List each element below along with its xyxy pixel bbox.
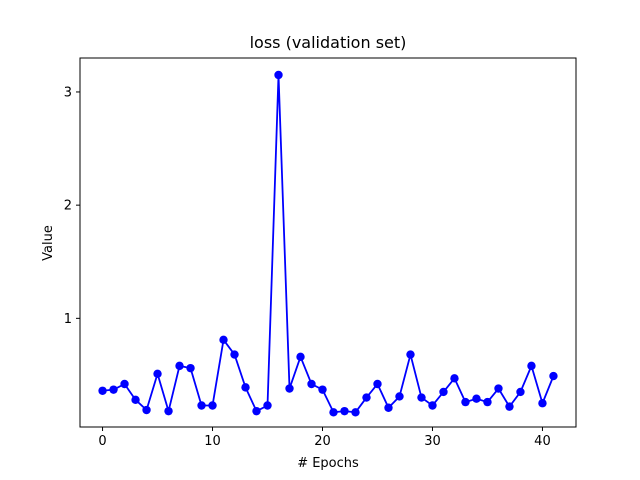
x-tick-label: 10 (204, 434, 221, 449)
data-point (263, 401, 272, 410)
data-point (516, 387, 525, 397)
data-point (318, 385, 327, 394)
x-axis-label: # Epochs (297, 456, 359, 471)
data-point (98, 386, 107, 395)
data-point (439, 387, 448, 397)
data-point (428, 401, 437, 410)
data-point (164, 406, 173, 416)
x-axis: 0 10 20 30 40 (98, 427, 551, 449)
data-point (362, 393, 371, 402)
data-point (131, 395, 140, 405)
plot-frame (79, 57, 577, 428)
data-point (296, 352, 305, 362)
x-tick-label: 40 (534, 434, 551, 449)
data-point (406, 350, 415, 359)
data-point (208, 401, 217, 410)
data-point (549, 371, 558, 381)
x-tick-label: 20 (314, 434, 331, 449)
data-point (527, 361, 536, 371)
data-point (505, 402, 514, 411)
data-point (384, 403, 393, 412)
data-point (109, 385, 118, 394)
data-point (538, 399, 547, 408)
data-point (351, 408, 360, 417)
x-tick-label: 30 (424, 434, 441, 449)
data-point (395, 392, 404, 401)
data-point (417, 393, 426, 402)
data-point (230, 350, 239, 359)
x-tick-label: 0 (98, 434, 106, 449)
data-point (329, 408, 338, 417)
data-point (285, 384, 294, 393)
data-point (307, 379, 316, 389)
data-point (175, 361, 184, 371)
data-point (483, 397, 492, 407)
data-point (186, 363, 195, 373)
data-layer (98, 70, 558, 417)
y-axis-label: Value (41, 225, 56, 261)
data-point (472, 394, 481, 403)
y-tick-label: 2 (64, 199, 72, 214)
y-axis: 1 2 3 (64, 85, 80, 327)
data-point (120, 379, 129, 389)
data-point (274, 70, 283, 80)
data-point (373, 379, 382, 389)
data-point (142, 405, 151, 415)
y-tick-label: 1 (64, 312, 72, 327)
data-point (153, 369, 162, 378)
data-point (219, 335, 228, 345)
data-point (494, 384, 503, 393)
data-point (461, 397, 470, 407)
data-point (197, 401, 206, 410)
data-point (241, 383, 250, 392)
chart-title: loss (validation set) (250, 33, 407, 52)
data-point (450, 374, 459, 383)
data-point (252, 406, 261, 416)
y-tick-label: 3 (64, 85, 72, 100)
data-point (340, 406, 349, 416)
